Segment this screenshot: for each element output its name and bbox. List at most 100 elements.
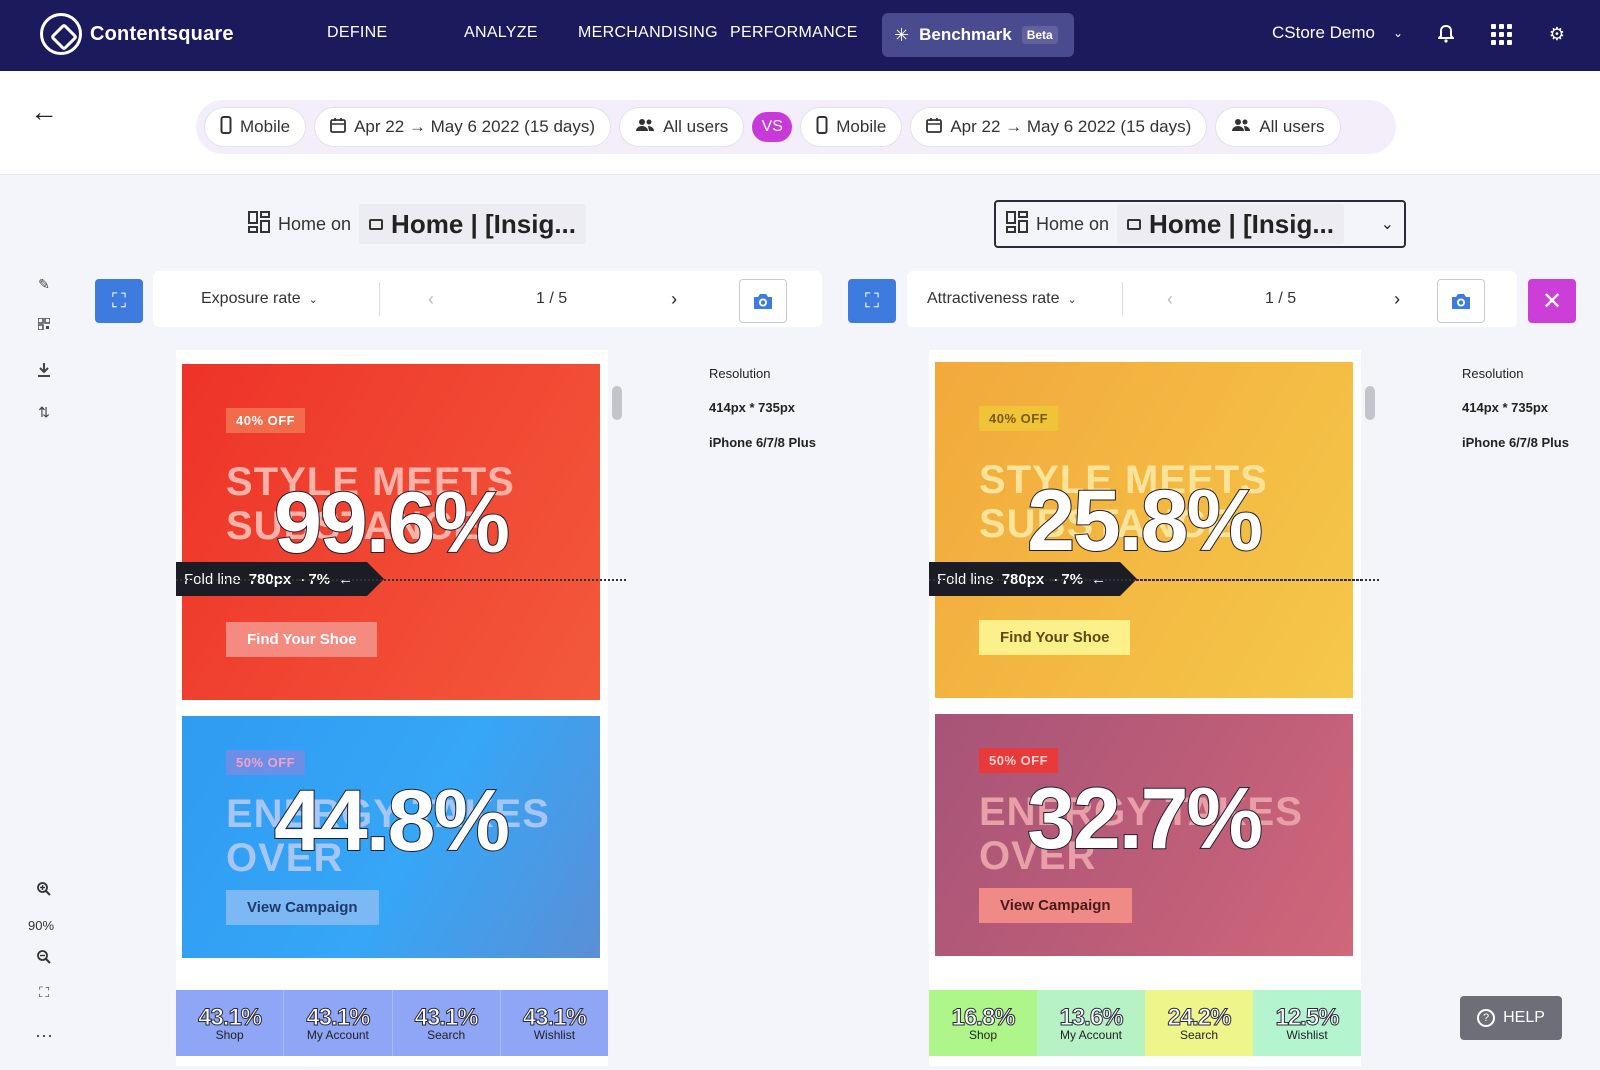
- nav-zone-my-account[interactable]: 43.1% My Account: [283, 990, 392, 1056]
- segment-label: All users: [663, 117, 729, 136]
- find-your-shoe-button[interactable]: Find Your Shoe: [226, 622, 378, 657]
- nav-item-analyze[interactable]: ANALYZE: [464, 24, 538, 41]
- resolution-value: 414px * 735px: [1462, 400, 1549, 415]
- download-icon[interactable]: [32, 358, 56, 382]
- hero-banner[interactable]: 40% OFF STYLE MEETS SUBSTANCE Find Your …: [935, 362, 1353, 698]
- device-model: iPhone 6/7/8 Plus: [709, 435, 816, 450]
- banner-headline: STYLE MEETS: [979, 458, 1268, 502]
- right-page-selector[interactable]: Home on Home | [Insig... ⌄: [994, 200, 1406, 248]
- apps-grid-icon[interactable]: [1489, 22, 1513, 46]
- calendar-icon: [926, 117, 943, 137]
- next-page-icon[interactable]: ›: [1394, 288, 1401, 309]
- banner-headline: SUBSTANCE: [979, 502, 1234, 546]
- metric-select[interactable]: Exposure rate ⌄: [201, 290, 377, 308]
- banner-headline: ENERGY TAKES: [226, 792, 550, 836]
- zone-rate: 43.1%: [198, 1004, 263, 1032]
- more-icon[interactable]: ⋯: [35, 1025, 53, 1046]
- home-on-label: Home on: [1036, 213, 1110, 234]
- zone-rate: 99.6%: [273, 474, 511, 572]
- left-heatmap-panel: 40% OFF STYLE MEETS SUBSTANCE Find Your …: [176, 350, 608, 1066]
- close-icon[interactable]: ✕: [1528, 279, 1576, 323]
- banner-headline: STYLE MEETS: [226, 460, 515, 504]
- nav-item-benchmark[interactable]: ✳ Benchmark Beta: [882, 13, 1074, 57]
- nav-item-merchandising[interactable]: MERCHANDISING: [578, 24, 718, 41]
- find-your-shoe-button[interactable]: Find Your Shoe: [979, 620, 1131, 655]
- nav-zone-wishlist[interactable]: 12.5% Wishlist: [1253, 990, 1361, 1056]
- metric-select[interactable]: Attractiveness rate ⌄: [927, 290, 1120, 308]
- device-model: iPhone 6/7/8 Plus: [1462, 435, 1569, 450]
- left-segment-filter[interactable]: All users: [619, 107, 745, 147]
- pencil-icon[interactable]: ✎: [38, 275, 50, 292]
- view-campaign-button[interactable]: View Campaign: [226, 890, 379, 925]
- prev-page-icon[interactable]: ‹: [428, 288, 434, 309]
- chevron-down-icon: ⌄: [1380, 216, 1394, 233]
- right-device-filter[interactable]: Mobile: [800, 107, 903, 147]
- nav-label: Search: [427, 1028, 466, 1042]
- camera-icon[interactable]: [739, 279, 787, 323]
- nav-label: Shop: [968, 1028, 998, 1042]
- fold-line-extension: [929, 579, 1379, 581]
- scrollbar[interactable]: [1365, 386, 1375, 420]
- zoom-in-icon[interactable]: [32, 877, 56, 901]
- qr-icon[interactable]: [32, 312, 56, 336]
- left-page-selector[interactable]: Home on Home | [Insig...: [248, 200, 587, 248]
- page-group-icon: [248, 210, 270, 238]
- metric-label: Exposure rate: [201, 290, 301, 307]
- top-navigation: Contentsquare DEFINE ANALYZE MERCHANDISI…: [0, 0, 1600, 71]
- scrollbar[interactable]: [612, 386, 622, 420]
- back-arrow-icon[interactable]: ←: [30, 96, 58, 127]
- right-segment-filter[interactable]: All users: [1215, 107, 1341, 147]
- zone-rate: 25.8%: [1026, 472, 1264, 570]
- campaign-banner[interactable]: 50% OFF ENERGY TAKES OVER View Campaign …: [935, 714, 1353, 956]
- nav-zone-search[interactable]: 24.2% Search: [1145, 990, 1253, 1056]
- metric-label: Attractiveness rate: [927, 290, 1060, 307]
- nav-zone-my-account[interactable]: 13.6% My Account: [1037, 990, 1145, 1056]
- zoom-out-icon[interactable]: [32, 945, 56, 969]
- campaign-banner[interactable]: 50% OFF ENERGY TAKES OVER View Campaign …: [182, 716, 600, 958]
- view-campaign-button[interactable]: View Campaign: [979, 888, 1132, 923]
- zoom-level: 90%: [28, 918, 55, 933]
- divider: [379, 282, 380, 316]
- brand-name: Contentsquare: [90, 22, 234, 45]
- expand-icon[interactable]: ⛶: [95, 279, 143, 323]
- calendar-icon: [330, 117, 346, 137]
- nav-zone-wishlist[interactable]: 43.1% Wishlist: [499, 990, 608, 1056]
- left-date-filter[interactable]: Apr 22 → May 6 2022 (15 days): [314, 107, 612, 147]
- nav-item-define[interactable]: DEFINE: [327, 24, 388, 41]
- bottom-nav-bar: 43.1% Shop 43.1% My Account 43.1% Search…: [176, 990, 608, 1056]
- page-group-label: Home on: [1006, 210, 1110, 238]
- hero-banner[interactable]: 40% OFF STYLE MEETS SUBSTANCE Find Your …: [182, 364, 600, 700]
- discount-tag: 50% OFF: [979, 748, 1059, 773]
- date-range-label: Apr 22 → May 6 2022 (15 days): [950, 117, 1192, 136]
- device-label: Mobile: [836, 117, 887, 136]
- nav-zone-shop[interactable]: 43.1% Shop: [176, 990, 284, 1056]
- bell-icon[interactable]: [1434, 22, 1458, 46]
- zone-rate: 12.5%: [1275, 1004, 1340, 1032]
- help-label: HELP: [1503, 1009, 1545, 1026]
- nav-zone-shop[interactable]: 16.8% Shop: [929, 990, 1037, 1056]
- right-date-filter[interactable]: Apr 22 → May 6 2022 (15 days): [910, 107, 1208, 147]
- camera-icon[interactable]: [1437, 279, 1485, 323]
- gear-icon[interactable]: ⚙: [1548, 23, 1566, 44]
- left-panel-toolbar: Exposure rate ⌄ ‹ 1 / 5 ›: [153, 271, 822, 327]
- next-page-icon[interactable]: ›: [671, 288, 678, 309]
- nav-label: My Account: [1059, 1028, 1123, 1042]
- left-device-filter[interactable]: Mobile: [204, 107, 307, 147]
- banner-headline: ENERGY TAKES: [979, 790, 1303, 834]
- page-group-icon: [1006, 210, 1028, 238]
- phone-icon: [816, 116, 828, 138]
- resolution-value: 414px * 735px: [709, 400, 796, 415]
- prev-page-icon[interactable]: ‹: [1167, 288, 1173, 309]
- expand-icon[interactable]: ⛶: [848, 279, 896, 323]
- fullscreen-icon[interactable]: ⛶: [39, 983, 49, 1000]
- sort-icon[interactable]: ⇅: [38, 403, 50, 420]
- beta-badge: Beta: [1021, 26, 1058, 44]
- help-button[interactable]: ? HELP: [1460, 996, 1562, 1040]
- nav-item-performance[interactable]: PERFORMANCE: [730, 24, 858, 41]
- org-selector[interactable]: CStore Demo ⌄: [1272, 23, 1403, 43]
- chevron-down-icon: ⌄: [308, 293, 318, 306]
- zone-rate: 32.7%: [1026, 770, 1264, 868]
- zone-rate: 13.6%: [1059, 1004, 1124, 1032]
- brand-logo[interactable]: Contentsquare: [40, 13, 234, 55]
- nav-zone-search[interactable]: 43.1% Search: [391, 990, 500, 1056]
